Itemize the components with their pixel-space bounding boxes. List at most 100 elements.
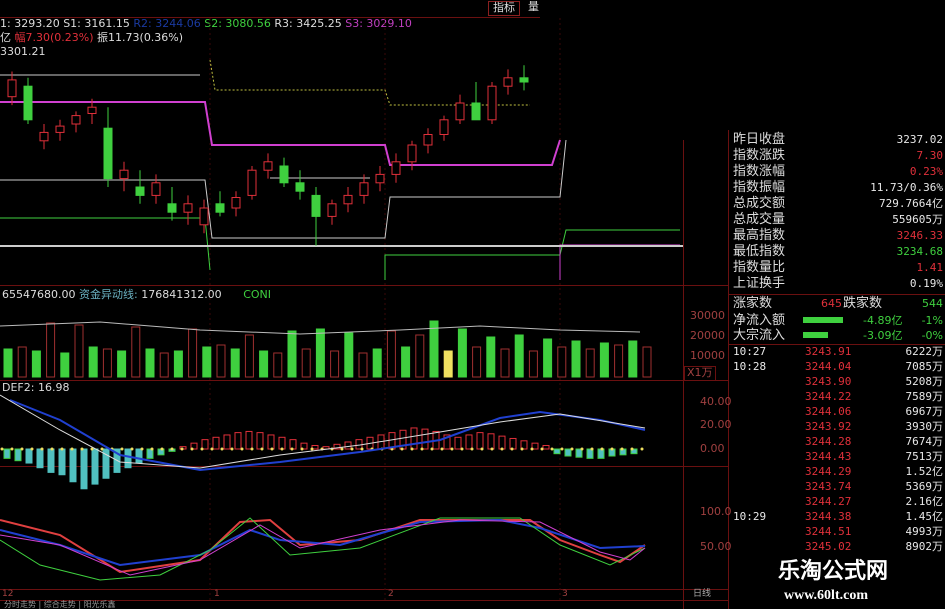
- macd-bar: [14, 448, 22, 462]
- pivot-r3: R3: 3425.25: [274, 17, 342, 30]
- tick-price: 3243.90: [805, 375, 852, 388]
- macd-zero-dot: [580, 447, 584, 451]
- stat-value: 7.30: [916, 149, 944, 162]
- candle-body: [503, 77, 513, 87]
- macd-bar: [300, 442, 308, 450]
- volume-bar: [372, 348, 382, 378]
- macd-zero-dot: [540, 447, 544, 451]
- tick-amount: 2.16亿: [905, 495, 944, 508]
- macd-zero-dot: [250, 447, 254, 451]
- stat-label: 指数量比: [733, 260, 786, 275]
- stat-label: 总成交额: [733, 196, 786, 211]
- volume-bar: [102, 348, 112, 378]
- macd-bar: [289, 439, 297, 450]
- pivot-r2: R2: 3244.06: [133, 17, 201, 30]
- watermark: 乐淘公式网 www.60lt.com: [748, 557, 945, 609]
- volume-bar: [259, 350, 269, 378]
- tick-amount: 7674万: [905, 435, 944, 448]
- flow-row: 大宗流入 -3.09亿 -0%: [733, 328, 945, 344]
- candle-body: [119, 169, 129, 180]
- change-label: 幅: [14, 31, 26, 44]
- macd-bar: [344, 441, 352, 450]
- volume-bar: [486, 336, 496, 378]
- macd-bar: [69, 448, 77, 483]
- macd-axis-20: 20.00: [700, 418, 732, 431]
- time-label-12: 12: [2, 589, 14, 599]
- macd-zero-dot: [360, 447, 364, 451]
- candle-body: [23, 85, 33, 121]
- vol-axis-20000: 20000: [690, 329, 725, 342]
- macd-zero-dot: [30, 447, 34, 451]
- candle-body: [215, 203, 225, 213]
- kdj-axis-100: 100.0: [700, 505, 732, 518]
- macd-zero-dot: [150, 447, 154, 451]
- macd-bar: [487, 433, 495, 450]
- bottom-tabs: 分时走势 | 综合走势 | 阳光乐鑫: [4, 600, 116, 609]
- volume-bar: [514, 334, 524, 378]
- up-label: 涨家数: [733, 296, 773, 311]
- candle-body: [359, 182, 369, 196]
- volume-bar: [159, 352, 169, 378]
- stat-label: 最高指数: [733, 228, 786, 243]
- period-label[interactable]: 日线: [693, 589, 712, 599]
- stat-row: 指数振幅 11.73/0.36%: [733, 180, 945, 196]
- candle-body: [279, 165, 289, 184]
- macd-bar: [201, 439, 209, 450]
- macd-zero-dot: [130, 447, 134, 451]
- volume-bar: [472, 346, 482, 378]
- tick-row: 3243.90 5208万: [733, 375, 945, 390]
- macd-axis-40: 40.00: [700, 395, 732, 408]
- macd-bar: [333, 443, 341, 450]
- candle-body: [87, 106, 97, 114]
- volume-bar: [599, 342, 609, 378]
- macd-bar: [454, 436, 462, 450]
- pivot-line-magenta: [0, 101, 561, 166]
- macd-bar: [234, 432, 242, 450]
- volume-bar: [216, 344, 226, 378]
- volume-bar: [31, 350, 41, 378]
- volume-bar: [429, 320, 439, 378]
- fund-value: 176841312.00: [141, 288, 222, 301]
- macd-zero-dot: [160, 447, 164, 451]
- macd-bar: [91, 448, 99, 485]
- vol-axis-10000: 10000: [690, 349, 725, 362]
- macd-zero-dot: [510, 447, 514, 451]
- tick-price: 3245.02: [805, 540, 852, 553]
- pivot-line-dashed: [209, 59, 530, 106]
- stat-row: 上证换手 0.19%: [733, 276, 945, 292]
- indicator-button[interactable]: 指标: [488, 1, 520, 16]
- volume-bar: [46, 322, 56, 378]
- vol-unit: X1万: [684, 366, 716, 381]
- macd-bar: [509, 437, 517, 450]
- kdj-extra-line: [0, 519, 646, 576]
- macd-bar: [212, 436, 220, 450]
- tick-price: 3244.06: [805, 405, 852, 418]
- macd-zero-dot: [260, 447, 264, 451]
- tab-custom[interactable]: 阳光乐鑫: [83, 600, 116, 609]
- kline-chart[interactable]: [0, 0, 683, 609]
- candle-body: [391, 161, 401, 175]
- panel-divider: [728, 130, 729, 609]
- tick-amount: 7085万: [905, 360, 944, 373]
- time-label-1: 1: [214, 589, 220, 599]
- macd-zero-dot: [200, 447, 204, 451]
- flow-value: -3.09亿: [863, 329, 903, 342]
- macd-bar: [190, 442, 198, 450]
- macd-bar: [476, 432, 484, 450]
- tick-row: 3243.92 3930万: [733, 420, 945, 435]
- volume-button[interactable]: 量: [528, 0, 539, 13]
- watermark-title: 乐淘公式网: [778, 558, 889, 584]
- stat-value: 3246.33: [896, 229, 943, 242]
- macd-zero-dot: [0, 447, 4, 451]
- stat-label: 上证换手: [733, 276, 786, 291]
- macd-zero-dot: [400, 447, 404, 451]
- volume-bar: [642, 346, 652, 378]
- candle-body: [135, 186, 145, 196]
- flow-bar: [803, 332, 828, 338]
- tick-amount: 4993万: [905, 525, 944, 538]
- flow-label: 大宗流入: [733, 328, 786, 343]
- tab-intraday[interactable]: 分时走势: [4, 600, 36, 609]
- tab-composite[interactable]: 综合走势: [43, 600, 76, 609]
- stat-label: 指数振幅: [733, 180, 786, 195]
- pivot-line-white-2: [0, 139, 567, 239]
